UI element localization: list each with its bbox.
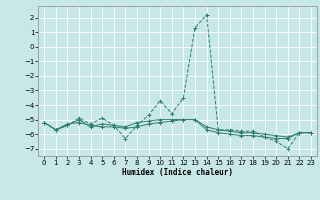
X-axis label: Humidex (Indice chaleur): Humidex (Indice chaleur) [122, 168, 233, 177]
